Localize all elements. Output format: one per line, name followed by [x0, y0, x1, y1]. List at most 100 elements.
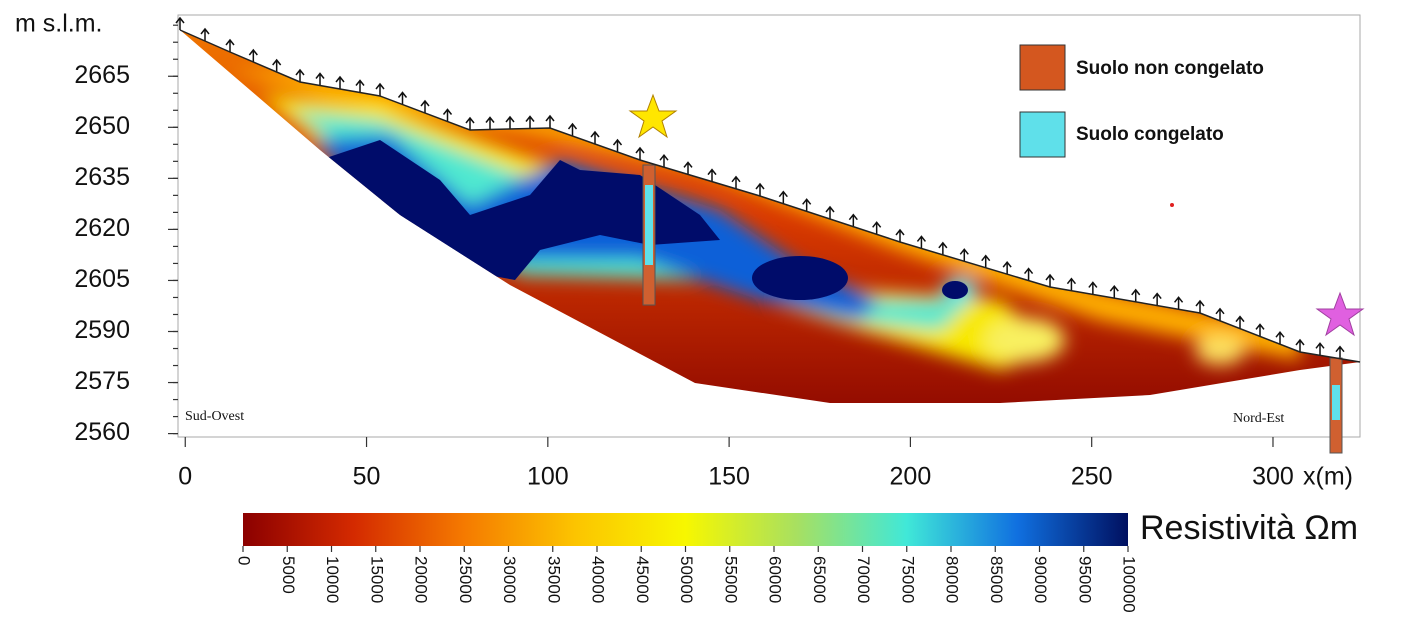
colorbar-tick-label: 40000: [589, 556, 608, 603]
electrode: [959, 248, 969, 262]
electrode: [355, 79, 365, 93]
star-marker: [628, 93, 678, 139]
electrode: [778, 190, 788, 204]
colorbar-tick-label: 80000: [943, 556, 962, 603]
y-tick-label: 2605: [74, 265, 130, 293]
electrode: [659, 153, 669, 168]
electrode: [1045, 273, 1055, 287]
electrode: [545, 114, 555, 128]
colorbar-tick-label: 15000: [367, 556, 386, 603]
electrode: [272, 58, 282, 72]
borehole-frozen: [1332, 385, 1340, 420]
dot: [1170, 203, 1174, 207]
y-tick-label: 2665: [74, 61, 130, 89]
electrode: [397, 91, 408, 105]
electrode: [335, 75, 345, 89]
borehole-frozen: [645, 185, 653, 265]
electrode: [731, 175, 741, 189]
electrodes: [175, 16, 1345, 359]
electrode: [1088, 281, 1098, 295]
colorbar-tick-label: 85000: [987, 556, 1006, 603]
y-tick-label: 2575: [74, 367, 130, 395]
colorbar-tick-label: 55000: [721, 556, 740, 603]
x-tick-label: 250: [1071, 463, 1113, 491]
y-tick-label: 2560: [74, 418, 130, 446]
electrode: [683, 161, 693, 175]
electrode: [1335, 345, 1345, 359]
colorbar-tick-label: 30000: [500, 556, 519, 603]
electrode: [1152, 292, 1162, 306]
resistivity-section: [180, 30, 1360, 403]
electrode: [1315, 342, 1325, 356]
colorbar-tick-label: 20000: [412, 556, 431, 603]
electrode: [1275, 330, 1285, 345]
electrode: [612, 138, 623, 152]
plot-frame: [177, 14, 1361, 438]
electrode: [895, 228, 905, 242]
annotation: Sud-Ovest: [185, 409, 244, 424]
electrode: [465, 116, 475, 130]
electrode: [442, 108, 453, 122]
colorbar-tick-label: 90000: [1031, 556, 1050, 603]
colorbar-tick-label: 45000: [633, 556, 652, 603]
x-tick-label: 150: [708, 463, 750, 491]
colorbar-tick-label: 10000: [323, 556, 342, 603]
electrode: [1173, 296, 1184, 310]
legend-swatch: [1019, 44, 1066, 91]
colorbar-tick-label: 35000: [544, 556, 563, 603]
electrode: [505, 115, 515, 129]
surface-line: [179, 29, 1361, 363]
electrode: [707, 168, 717, 182]
electrode: [525, 115, 535, 129]
electrode: [567, 122, 578, 136]
electrode: [315, 72, 325, 86]
electrode: [175, 16, 185, 30]
annotation: Nord-Est: [1233, 411, 1284, 426]
x-tick-label: 0: [178, 463, 192, 491]
electrode: [981, 254, 991, 268]
colorbar: [243, 513, 1128, 546]
electrode: [635, 146, 645, 160]
electrode: [1195, 299, 1205, 313]
x-tick-label: 50: [353, 463, 381, 491]
electrode: [1295, 338, 1305, 352]
colorbar-tick-label: 5000: [279, 556, 298, 594]
colorbar-tick-label: 0: [235, 556, 254, 565]
colorbar-tick-label: 70000: [854, 556, 873, 603]
x-tick-label: 100: [527, 463, 569, 491]
electrode: [755, 182, 765, 196]
electrode: [1002, 260, 1012, 275]
electrode: [802, 198, 812, 212]
electrode: [938, 241, 948, 255]
y-tick-label: 2635: [74, 163, 130, 191]
electrode: [1255, 323, 1265, 337]
electrode: [1235, 315, 1245, 329]
star-marker: [1315, 291, 1365, 337]
electrode: [295, 68, 305, 82]
electrode: [420, 99, 430, 113]
colorbar-tick-label: 25000: [456, 556, 475, 603]
electrode: [848, 213, 858, 227]
electrode: [200, 27, 210, 41]
colorbar-tick-label: 75000: [898, 556, 917, 603]
electrode: [872, 221, 882, 235]
legend-label: Suolo congelato: [1076, 124, 1224, 145]
electrode: [1023, 267, 1034, 281]
electrode: [825, 205, 835, 219]
colorbar-tick-label: 50000: [677, 556, 696, 603]
y-tick-label: 2590: [74, 316, 130, 344]
y-tick-label: 2620: [74, 214, 130, 242]
legend-label: Suolo non congelato: [1076, 58, 1264, 79]
x-axis-label: x(m): [1303, 463, 1353, 491]
electrode: [1066, 277, 1077, 291]
colorbar-label: Resistività Ωm: [1140, 509, 1358, 547]
colorbar-tick-label: 60000: [766, 556, 785, 603]
x-tick-label: 300: [1252, 463, 1294, 491]
electrode: [1109, 284, 1119, 299]
electrode: [485, 116, 495, 130]
electrode: [590, 130, 600, 144]
electrode: [1131, 288, 1141, 302]
electrode: [225, 38, 235, 52]
colorbar-tick-label: 95000: [1075, 556, 1094, 603]
